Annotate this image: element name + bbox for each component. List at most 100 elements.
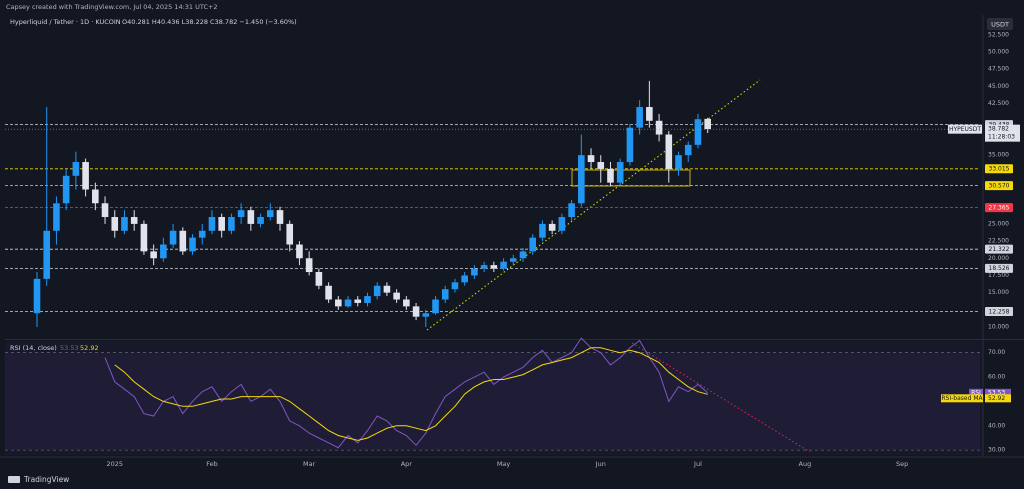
level-label: 27.365 [989,204,1010,211]
currency-button[interactable] [987,18,1013,30]
level-label-bg [985,181,1013,191]
level-label-bg [985,164,1013,174]
candle-body [646,107,653,121]
candle-body [296,244,303,259]
candle-body [403,299,410,307]
candle-body [597,162,605,169]
level-label: 33.015 [989,166,1010,173]
candle-body [169,230,177,245]
candle-body [198,230,206,238]
y-tick-label: 22.500 [988,238,1009,245]
candle-body [179,230,187,252]
x-tick-label: Jul [693,460,702,468]
rsi-line [114,347,708,441]
candle-body [228,217,235,231]
series-value-bg [985,394,1011,403]
candle-body [53,203,60,231]
candle-body [461,275,468,283]
candle-body [208,217,216,231]
symbol-tag-bg [948,124,982,134]
candle-body [373,285,381,297]
candle-body [325,285,332,300]
candle-body [218,217,225,231]
candle-body [344,299,352,307]
series-tag-bg [969,388,983,397]
candle-body [315,272,323,286]
last-price-bg [985,124,1020,142]
candle-body [111,217,119,231]
candle-body [257,217,264,224]
candle-body [140,223,148,252]
x-tick-label: 2025 [106,460,123,468]
candle-body [364,296,371,303]
rsi-legend-value: 53.53 [60,344,79,352]
x-tick-label: May [497,460,511,468]
level-label: 12.258 [989,308,1010,315]
candle-body [354,299,362,303]
candle-body [121,217,128,231]
candle-body [432,299,439,314]
candle-body [237,210,245,218]
candle-body [33,278,41,314]
x-tick-label: Sep [896,460,908,468]
candle-body [247,210,255,224]
y-tick-label: 60.00 [988,374,1005,381]
series-tag-bg [941,394,983,403]
candle-body [626,127,634,163]
y-tick-label: 15.000 [988,289,1009,296]
candle-body [529,237,537,252]
series-value-bg [985,388,1011,397]
rsi-title: RSI (14, close) [10,344,57,352]
candle-body [519,251,527,259]
chart-title: Hyperliquid / Tether · 1D · KUCOIN [10,18,121,26]
candle-body [665,134,673,169]
candle-body [568,203,575,218]
candle-body [266,210,274,218]
x-tick-label: Apr [401,460,413,468]
currency[interactable]: USDT [991,21,1009,29]
candle-body [160,244,167,259]
y-tick-label: 70.00 [988,349,1005,356]
candle-body [558,217,566,231]
level-label-bg [985,263,1013,273]
candle-body [422,313,430,317]
level-label: 18.526 [989,265,1010,272]
x-tick-label: Aug [799,460,812,468]
x-tick-label: Feb [206,460,218,468]
candle-body [82,162,89,190]
level-label-bg [985,306,1013,316]
y-tick-label: 20.000 [988,255,1009,262]
candle-body [539,223,546,238]
candle-body [305,258,313,273]
trendline [426,79,761,331]
rsi-band [5,352,980,451]
y-tick-label: 17.500 [988,272,1009,279]
candle-body [675,155,682,169]
ohlc-legend: O40.281 H40.436 L38.228 C38.782 −1.450 (… [122,18,297,26]
x-tick-label: Mar [303,460,316,468]
countdown: 11:28:03 [988,134,1015,141]
level-label-bg [985,244,1013,254]
y-tick-label: 25.000 [988,220,1009,227]
y-tick-label: 50.000 [988,49,1009,56]
candle-body [101,203,109,218]
candle-body [276,210,284,224]
candle-body [480,265,488,269]
candle-body [578,155,585,204]
candle-body [130,217,138,224]
candle-body [92,189,99,204]
y-tick-label: 52.500 [988,31,1009,38]
series-tag: RSI-based MA [941,395,983,402]
brand: TradingView [23,475,69,484]
candle-body [189,237,196,252]
candle-body [471,268,478,276]
candle-body [62,175,70,204]
candle-body [72,162,80,176]
rsi-trendline [631,342,811,453]
candle-body [451,282,459,290]
level-label-bg [985,203,1013,213]
series-value: 53.53 [988,390,1005,397]
y-tick-label: 30.00 [988,447,1005,454]
candle-body [490,265,498,269]
